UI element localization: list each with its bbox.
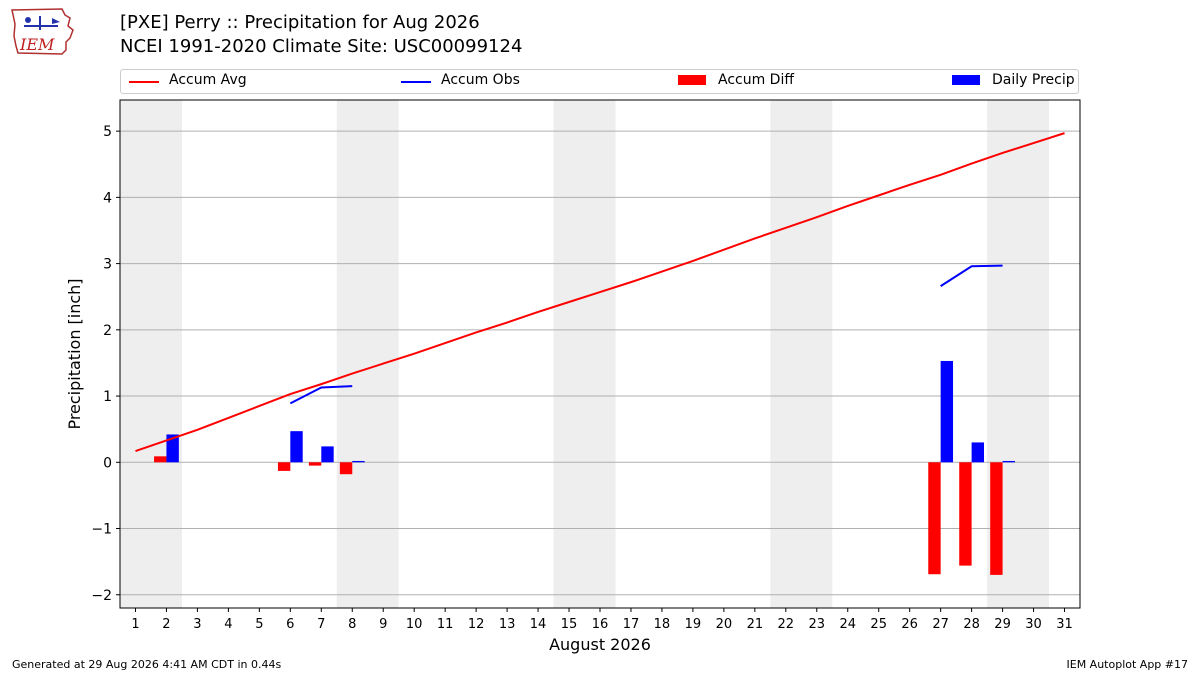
y-tick-label-2: 2 [103,323,112,339]
x-tick-label-2: 2 [162,617,170,632]
y-tick-label-4: 4 [103,190,112,206]
legend-swatch-accum-obs [401,81,431,83]
daily-precip-bar-27 [940,360,954,463]
daily-precip-bar-6 [290,431,303,463]
x-tick-label-25: 25 [870,617,887,632]
accum-diff-bar-2 [154,456,167,463]
x-tick-label-23: 23 [809,617,826,632]
accum-diff-bar-28 [959,462,972,566]
x-tick-label-27: 27 [932,617,949,632]
x-tick-label-4: 4 [224,617,232,632]
x-tick-label-24: 24 [839,617,856,632]
legend-label-daily-precip: Daily Precip [992,72,1075,88]
weekend-shading-2 [553,100,616,608]
accum-diff-bar-6 [277,462,291,471]
weekend-shading-0 [120,100,182,608]
x-tick-label-13: 13 [499,617,516,632]
app-label: IEM Autoplot App #17 [1066,658,1189,671]
y-axis-label: Precipitation [inch] [65,278,84,429]
x-tick-label-3: 3 [193,617,201,632]
chart-title: [PXE] Perry :: Precipitation for Aug 202… [120,12,480,33]
daily-precip-bar-28 [971,442,984,463]
x-tick-label-7: 7 [317,617,325,632]
plot-frame [119,99,1081,609]
y-tick-label-3: 3 [103,257,112,273]
accum-diff-bar-7 [308,462,322,466]
daily-precip-bar-7 [321,446,334,463]
x-tick-label-30: 30 [1025,617,1042,632]
daily-precip-bar-29 [1002,460,1015,463]
x-tick-label-14: 14 [530,617,547,632]
legend-label-accum-avg: Accum Avg [169,72,247,88]
legend-swatch-accum-avg [129,81,159,83]
x-tick-label-9: 9 [379,617,387,632]
accum-avg-line [135,132,1065,452]
x-tick-label-19: 19 [685,617,702,632]
x-tick-label-11: 11 [437,617,454,632]
chart-legend: Accum Avg Accum Obs Accum Diff Daily Pre… [120,69,1079,94]
x-tick-label-31: 31 [1056,617,1073,632]
x-tick-label-15: 15 [561,617,578,632]
y-tick-label-5: 5 [103,124,112,140]
daily-precip-bar-2 [166,434,179,463]
legend-swatch-accum-diff [678,75,706,85]
x-tick-label-17: 17 [623,617,640,632]
daily-precip-bar-8 [352,460,365,463]
x-tick-label-16: 16 [592,617,609,632]
x-tick-label-21: 21 [747,617,764,632]
iem-logo: IEM [8,6,78,58]
x-tick-label-26: 26 [901,617,918,632]
x-axis-label: August 2026 [549,635,651,654]
y-tick-label-0: 0 [103,455,112,471]
x-tick-label-1: 1 [131,617,139,632]
y-tick-label--2: −2 [91,588,112,604]
weekend-shading-3 [770,100,833,608]
accum-diff-bar-8 [339,462,353,475]
chart-subtitle: NCEI 1991-2020 Climate Site: USC00099124 [120,36,523,57]
x-tick-label-6: 6 [286,617,294,632]
y-tick-label-1: 1 [103,389,112,405]
x-tick-label-8: 8 [348,617,356,632]
legend-label-accum-diff: Accum Diff [718,72,795,88]
x-tick-label-12: 12 [468,617,485,632]
logo-text: IEM [19,35,55,54]
weekend-shading-1 [336,100,399,608]
accum-diff-bar-27 [928,462,941,575]
x-tick-label-22: 22 [778,617,795,632]
x-tick-label-20: 20 [716,617,733,632]
x-tick-label-28: 28 [963,617,980,632]
accum-obs-line-0 [289,385,353,405]
accum-obs-line-1 [940,264,1003,287]
generated-timestamp: Generated at 29 Aug 2026 4:41 AM CDT in … [12,658,282,671]
legend-swatch-daily-precip [952,75,980,85]
x-tick-label-5: 5 [255,617,263,632]
x-tick-label-18: 18 [654,617,671,632]
legend-label-accum-obs: Accum Obs [441,72,520,88]
y-tick-label--1: −1 [91,522,112,538]
x-tick-label-10: 10 [406,617,423,632]
x-tick-label-29: 29 [994,617,1011,632]
accum-diff-bar-29 [990,462,1003,575]
